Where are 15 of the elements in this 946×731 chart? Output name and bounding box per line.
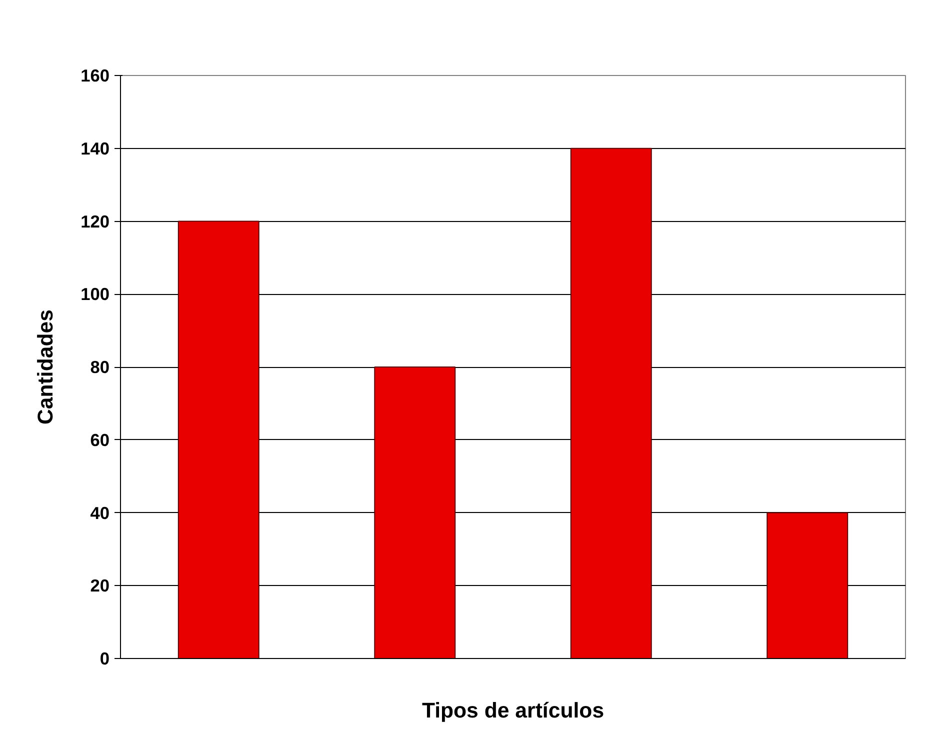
y-tick-label: 20 xyxy=(90,576,110,596)
y-tick-label: 60 xyxy=(90,430,110,450)
y-tick-label: 0 xyxy=(100,648,110,668)
y-tick-label: 100 xyxy=(80,284,110,304)
bar xyxy=(374,366,456,658)
y-tick-label: 140 xyxy=(80,138,110,158)
bar xyxy=(178,220,260,658)
y-tick-label: 40 xyxy=(90,502,110,523)
y-axis-title: Cantidades xyxy=(34,310,58,424)
bar xyxy=(766,512,848,658)
y-tick-label: 160 xyxy=(80,66,110,86)
x-axis-title: Tipos de artículos xyxy=(422,698,604,722)
bar xyxy=(570,148,652,658)
y-tick-label: 120 xyxy=(80,211,110,232)
y-tick-label: 80 xyxy=(90,357,110,377)
